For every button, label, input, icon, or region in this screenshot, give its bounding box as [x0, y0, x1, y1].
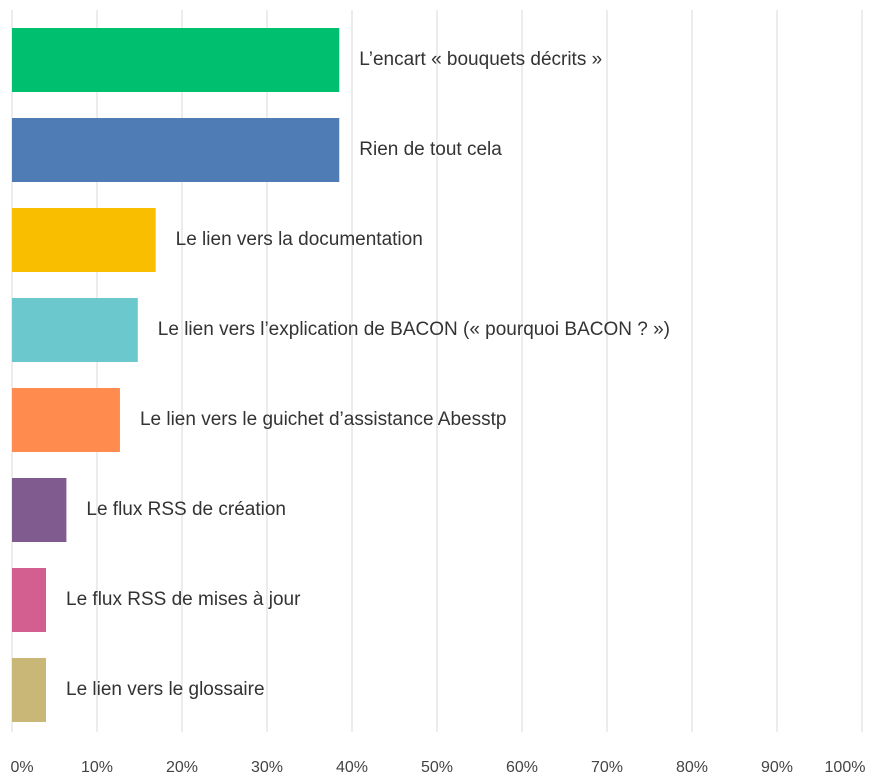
category-label: Le lien vers le glossaire	[66, 679, 265, 700]
bar	[12, 478, 67, 542]
bar	[12, 568, 46, 632]
x-tick-label: 70%	[591, 759, 623, 775]
bar	[12, 298, 138, 362]
x-tick-label: 50%	[421, 759, 453, 775]
category-label: Le lien vers l’explication de BACON (« p…	[158, 319, 670, 340]
x-tick-label: 90%	[761, 759, 793, 775]
x-tick-label: 30%	[251, 759, 283, 775]
category-label: Le lien vers la documentation	[176, 229, 423, 250]
category-label: Le flux RSS de mises à jour	[66, 589, 301, 610]
category-label: Le flux RSS de création	[86, 499, 286, 520]
x-tick-label: 40%	[336, 759, 368, 775]
bar	[12, 28, 340, 92]
x-tick-label: 0%	[10, 759, 33, 775]
bar	[12, 388, 120, 452]
x-tick-label: 80%	[676, 759, 708, 775]
x-tick-label: 60%	[506, 759, 538, 775]
bar	[12, 118, 340, 182]
category-label: Le lien vers le guichet d’assistance Abe…	[140, 409, 507, 430]
x-tick-label: 10%	[81, 759, 113, 775]
x-tick-label: 20%	[166, 759, 198, 775]
category-label: Rien de tout cela	[359, 139, 502, 160]
bar	[12, 208, 156, 272]
x-tick-label: 100%	[825, 759, 866, 775]
bar	[12, 658, 46, 722]
category-label: L’encart « bouquets décrits »	[359, 49, 602, 70]
